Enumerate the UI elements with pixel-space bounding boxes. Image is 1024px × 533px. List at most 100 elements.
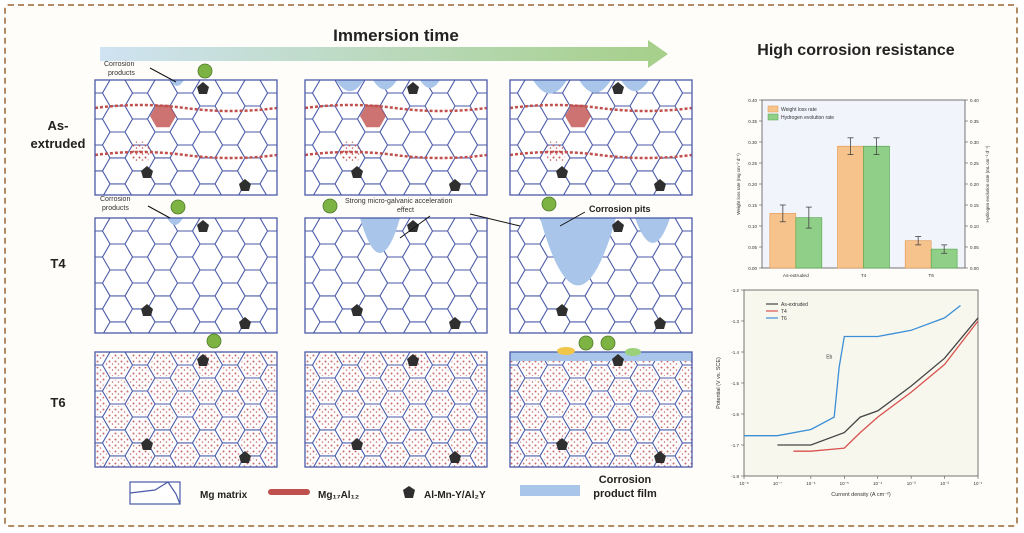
bar-y-tick-label: 0.30 [748,140,757,145]
bar-legend-label: Weight loss rate [781,107,817,113]
corrosion-product-film [510,352,692,361]
microstructure-panel [509,217,693,334]
precipitate-cluster [359,353,386,376]
intermetallic-particle [141,166,153,178]
annotation-pointer [147,205,171,219]
legend-film-label-2: product film [593,488,657,500]
bar-y2-tick-label: 0.05 [970,245,979,250]
intermetallic-particle [239,317,251,329]
breakdown-potential-label: Eb [826,354,832,360]
precipitate-cluster [172,366,198,389]
panel-border [304,351,488,468]
panel-grains [95,80,277,195]
corrosion-pit [635,218,670,243]
legend-mg17al12-label: Mg₁₇Al₁₂ [318,490,359,501]
precipitate-cluster [217,418,243,441]
precipitate-cluster [314,353,341,376]
precipitate-cluster [495,484,521,506]
precipitate-cluster [314,405,341,428]
precipitate-cluster [427,366,453,389]
precipitate-cluster [700,432,726,454]
intermetallic-particle [351,304,363,316]
precipitate-cluster [510,366,523,389]
precipitate-cluster [632,366,658,389]
intermetallic-particle [556,166,568,178]
precipitate-cluster [427,418,453,441]
immersion-time-arrow [100,40,668,68]
mg17al12-grain [565,104,591,128]
corrosion-product-particle [541,196,557,212]
intermetallic-particle [239,179,251,191]
precipitate-cluster [172,444,198,467]
precipitate-cluster [472,392,487,415]
bar-y-tick-label: 0.20 [748,182,757,187]
legend-mg17al12-icon [268,489,310,495]
precipitate-cluster [127,366,153,389]
bar-y2-tick-label: 0.40 [970,98,979,103]
panel-border [304,217,488,334]
bar-y2-tick-label: 0.15 [970,203,979,208]
precipitate-cluster [359,379,386,402]
precipitate-cluster [700,458,726,480]
precipitate-cluster [127,352,153,363]
line-y-tick-label: -1.4 [731,350,739,355]
panel-background [305,218,487,333]
precipitate-cluster [510,444,523,467]
microstructure-panels [94,63,726,506]
precipitate-cluster [654,379,681,402]
legend-intermetallic-icon [403,486,415,498]
precipitate-cluster [239,379,266,402]
precipitate-cluster [262,418,277,441]
precipitate-cluster [95,392,108,415]
annotation-pointer [469,213,521,227]
precipitate-cluster [609,431,636,454]
precipitate-cluster [677,392,692,415]
intermetallic-particle [612,354,624,366]
grain-boundaries [305,80,487,195]
precipitate-cluster [587,444,613,467]
precipitate-cluster [565,457,590,467]
annotation-corrosion-products-top-2: products [108,70,135,77]
precipitate-cluster [564,431,591,454]
bar-y-tick-label: 0.25 [748,161,757,166]
precipitate-cluster [194,379,221,402]
microstructure-panel [94,79,278,196]
intermetallic-particle [407,220,419,232]
panel-background [305,80,487,195]
corrosion-pit [336,80,364,92]
intermetallic-particle [407,354,419,366]
precipitate-cluster [105,457,130,467]
mg17al12-cluster [544,141,568,163]
precipitate-cluster [404,379,431,402]
annotation-corrosion-products-mid-1: Corrosion [100,196,130,203]
intermetallic-particle [351,166,363,178]
precipitate-cluster [404,431,431,454]
bar-y2-tick-label: 0.20 [970,182,979,187]
corrosion-pit [167,218,183,225]
precipitate-cluster [655,484,681,506]
intermetallic-particle [449,179,461,191]
precipitate-cluster [405,457,430,467]
line-y-tick-label: -1.2 [731,288,739,293]
precipitate-cluster [700,328,726,350]
precipitate-cluster [449,379,476,402]
polarization-curve-0 [777,317,979,446]
precipitate-cluster [172,352,198,363]
bar-1 [863,145,890,269]
precipitate-cluster [564,405,591,428]
annotation-corrosion-products-top-1: Corrosion [104,61,134,68]
precipitate-cluster [449,353,476,376]
precipitate-cluster [609,405,636,428]
precipitate-cluster [564,379,591,402]
precipitate-cluster [149,353,176,376]
line-legend-label: As-extruded [781,302,808,308]
line-x-tick-label: 10⁻⁸ [739,481,748,486]
precipitate-cluster [337,352,363,363]
microstructure-panel [509,79,693,196]
precipitate-cluster [359,405,386,428]
row-label-as-extruded-2: extruded [31,136,86,151]
bar-y-tick-label: 0.40 [748,98,757,103]
grain-boundaries [95,218,277,333]
mg17al12-cluster [339,141,363,163]
corrosion-pit [621,80,649,92]
